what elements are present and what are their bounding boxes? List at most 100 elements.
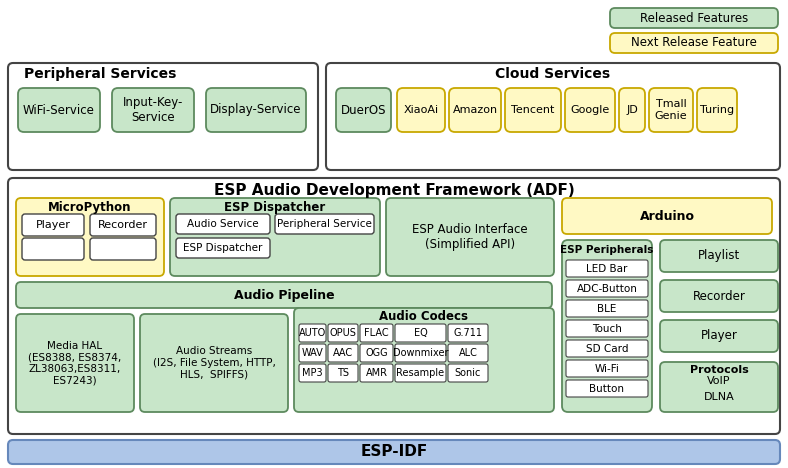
Text: Released Features: Released Features [640, 12, 748, 24]
FancyBboxPatch shape [448, 364, 488, 382]
FancyBboxPatch shape [275, 214, 374, 234]
Text: LED Bar: LED Bar [586, 263, 628, 273]
Text: Resample: Resample [396, 368, 444, 378]
FancyBboxPatch shape [336, 88, 391, 132]
FancyBboxPatch shape [299, 324, 326, 342]
FancyBboxPatch shape [610, 33, 778, 53]
FancyBboxPatch shape [566, 320, 648, 337]
FancyBboxPatch shape [16, 198, 164, 276]
FancyBboxPatch shape [22, 238, 84, 260]
Text: Playlist: Playlist [698, 249, 740, 263]
Text: Media HAL
(ES8388, ES8374,
ZL38063,ES8311,
ES7243): Media HAL (ES8388, ES8374, ZL38063,ES831… [28, 341, 121, 386]
FancyBboxPatch shape [386, 198, 554, 276]
Text: Next Release Feature: Next Release Feature [631, 37, 757, 50]
Text: Display-Service: Display-Service [210, 103, 302, 117]
Text: Player: Player [701, 329, 738, 343]
FancyBboxPatch shape [397, 88, 445, 132]
Text: Button: Button [589, 383, 625, 394]
Text: Audio Streams
(I2S, File System, HTTP,
HLS,  SPIFFS): Audio Streams (I2S, File System, HTTP, H… [153, 346, 276, 380]
Text: OPUS: OPUS [329, 328, 356, 338]
FancyBboxPatch shape [90, 214, 156, 236]
Text: AUTO: AUTO [299, 328, 326, 338]
FancyBboxPatch shape [660, 280, 778, 312]
Text: Touch: Touch [592, 323, 622, 334]
Text: DuerOS: DuerOS [340, 103, 386, 117]
Text: WAV: WAV [302, 348, 323, 358]
Text: Turing: Turing [700, 105, 734, 115]
FancyBboxPatch shape [566, 300, 648, 317]
FancyBboxPatch shape [395, 324, 446, 342]
Text: Tmall
Genie: Tmall Genie [655, 99, 687, 121]
Text: TS: TS [337, 368, 349, 378]
Text: Player: Player [35, 220, 70, 230]
Text: Protocols: Protocols [690, 365, 749, 375]
FancyBboxPatch shape [505, 88, 561, 132]
Text: WiFi-Service: WiFi-Service [23, 103, 95, 117]
Text: SD Card: SD Card [585, 344, 628, 353]
FancyBboxPatch shape [360, 324, 393, 342]
Text: Audio Pipeline: Audio Pipeline [234, 288, 334, 301]
FancyBboxPatch shape [448, 344, 488, 362]
Text: BLE: BLE [597, 304, 617, 314]
FancyBboxPatch shape [16, 282, 552, 308]
FancyBboxPatch shape [140, 314, 288, 412]
Text: JD: JD [626, 105, 637, 115]
Text: Downmixer: Downmixer [392, 348, 448, 358]
FancyBboxPatch shape [566, 260, 648, 277]
FancyBboxPatch shape [395, 364, 446, 382]
Text: EQ: EQ [414, 328, 427, 338]
FancyBboxPatch shape [649, 88, 693, 132]
FancyBboxPatch shape [562, 198, 772, 234]
Text: ESP Dispatcher: ESP Dispatcher [225, 200, 325, 213]
FancyBboxPatch shape [8, 440, 780, 464]
FancyBboxPatch shape [90, 238, 156, 260]
FancyBboxPatch shape [206, 88, 306, 132]
Text: OGG: OGG [365, 348, 388, 358]
Text: VoIP: VoIP [708, 376, 730, 386]
FancyBboxPatch shape [448, 324, 488, 342]
Text: Recorder: Recorder [693, 290, 745, 302]
FancyBboxPatch shape [299, 344, 326, 362]
FancyBboxPatch shape [8, 63, 318, 170]
FancyBboxPatch shape [395, 344, 446, 362]
Text: Wi-Fi: Wi-Fi [595, 364, 619, 373]
Text: G.711: G.711 [454, 328, 482, 338]
FancyBboxPatch shape [22, 214, 84, 236]
Text: MicroPython: MicroPython [48, 200, 132, 213]
FancyBboxPatch shape [660, 320, 778, 352]
Text: Amazon: Amazon [452, 105, 497, 115]
FancyBboxPatch shape [328, 324, 358, 342]
Text: Sonic: Sonic [455, 368, 481, 378]
FancyBboxPatch shape [8, 178, 780, 434]
FancyBboxPatch shape [566, 360, 648, 377]
Text: AAC: AAC [333, 348, 353, 358]
FancyBboxPatch shape [360, 364, 393, 382]
Text: ESP Audio Development Framework (ADF): ESP Audio Development Framework (ADF) [214, 183, 574, 197]
Text: ESP Peripherals: ESP Peripherals [560, 245, 654, 255]
FancyBboxPatch shape [326, 63, 780, 170]
Text: ESP-IDF: ESP-IDF [360, 445, 428, 460]
Text: ALC: ALC [459, 348, 478, 358]
FancyBboxPatch shape [697, 88, 737, 132]
FancyBboxPatch shape [328, 344, 358, 362]
FancyBboxPatch shape [176, 214, 270, 234]
FancyBboxPatch shape [449, 88, 501, 132]
Text: Google: Google [571, 105, 610, 115]
Text: Tencent: Tencent [511, 105, 555, 115]
FancyBboxPatch shape [112, 88, 194, 132]
Text: ADC-Button: ADC-Button [577, 284, 637, 293]
Text: MP3: MP3 [302, 368, 323, 378]
FancyBboxPatch shape [16, 314, 134, 412]
Text: Audio Service: Audio Service [188, 219, 258, 229]
FancyBboxPatch shape [170, 198, 380, 276]
FancyBboxPatch shape [566, 280, 648, 297]
Text: Cloud Services: Cloud Services [496, 67, 611, 81]
FancyBboxPatch shape [660, 240, 778, 272]
FancyBboxPatch shape [299, 364, 326, 382]
Text: ESP Audio Interface
(Simplified API): ESP Audio Interface (Simplified API) [412, 223, 528, 251]
FancyBboxPatch shape [294, 308, 554, 412]
FancyBboxPatch shape [328, 364, 358, 382]
Text: XiaoAi: XiaoAi [403, 105, 439, 115]
FancyBboxPatch shape [566, 340, 648, 357]
Text: Peripheral Services: Peripheral Services [24, 67, 177, 81]
